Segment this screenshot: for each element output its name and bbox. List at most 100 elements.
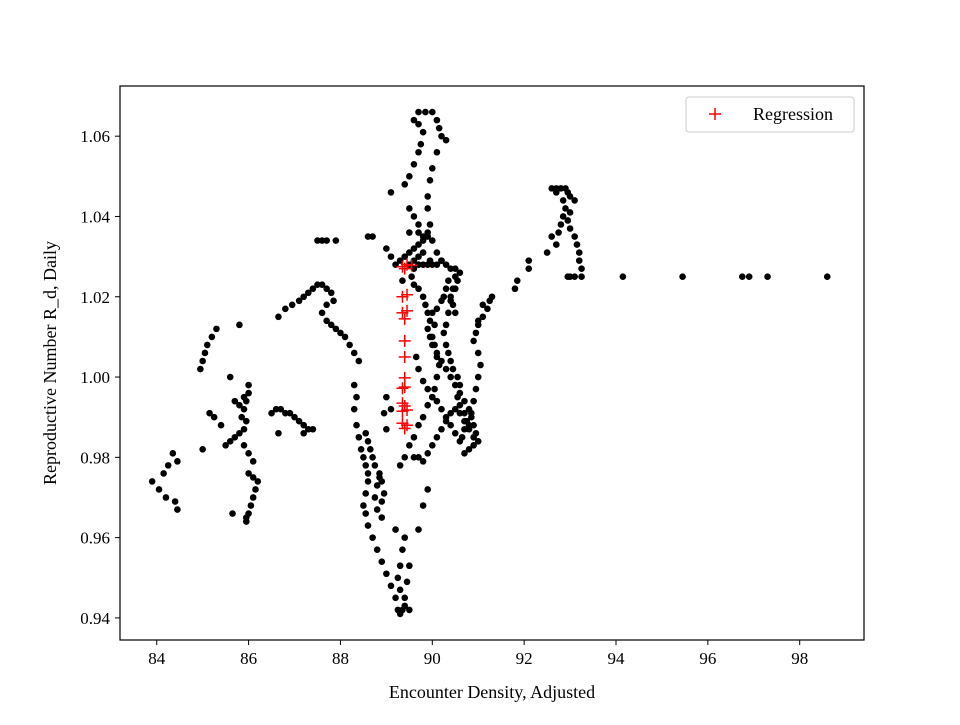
data-point (449, 365, 457, 373)
data-point (401, 253, 409, 260)
data-point (415, 120, 422, 128)
data-point (442, 341, 450, 349)
data-point (376, 474, 383, 481)
y-axis-ticks: 0.94 0.96 0.98 1.00 1.02 1.04 1.06 (80, 127, 120, 628)
data-point (415, 229, 422, 236)
data-point (417, 140, 425, 148)
data-point (470, 397, 477, 405)
data-point (245, 470, 252, 477)
data-point (484, 305, 491, 313)
data-point (362, 490, 370, 497)
data-point (383, 425, 390, 433)
data-point (575, 249, 583, 256)
data-point (197, 365, 204, 373)
data-point (470, 433, 477, 441)
data-point (337, 329, 344, 337)
data-point (350, 349, 358, 357)
data-point (300, 293, 308, 301)
data-point (355, 433, 363, 441)
data-point (199, 357, 206, 365)
data-point (406, 606, 413, 614)
data-point (242, 417, 250, 425)
data-point (295, 417, 303, 425)
data-point (465, 446, 473, 453)
data-point (474, 437, 482, 445)
data-point (415, 148, 422, 156)
data-point (472, 329, 480, 337)
data-point (447, 421, 454, 429)
data-point (557, 221, 565, 228)
data-point (410, 433, 418, 441)
data-point (424, 450, 432, 457)
data-point (548, 185, 556, 192)
x-tick-label: 94 (608, 649, 626, 668)
data-point (378, 514, 386, 521)
data-point (415, 253, 422, 260)
data-point (162, 494, 170, 501)
data-point (406, 173, 413, 180)
data-point (318, 237, 326, 244)
data-point (254, 478, 262, 485)
data-point (401, 594, 409, 602)
y-tick-label: 1.06 (80, 127, 110, 146)
data-point (433, 249, 441, 256)
data-point (330, 297, 337, 305)
data-point (332, 237, 340, 244)
data-point (428, 108, 436, 116)
data-point (447, 293, 454, 301)
data-point (240, 441, 248, 449)
data-point (410, 454, 418, 461)
data-point (369, 534, 376, 541)
data-point (410, 245, 418, 252)
data-point (426, 333, 434, 341)
data-point (472, 385, 480, 393)
data-point (392, 526, 399, 533)
data-point (213, 325, 220, 333)
data-point (408, 273, 415, 280)
data-point (566, 193, 574, 200)
y-tick-label: 0.94 (80, 609, 110, 628)
data-point (412, 353, 420, 361)
data-point (410, 213, 418, 220)
data-point (511, 285, 519, 293)
data-point (479, 313, 487, 321)
data-point (578, 273, 585, 280)
regression-point (398, 312, 411, 325)
data-point (410, 160, 418, 168)
data-point (387, 405, 395, 413)
data-point (392, 594, 399, 602)
y-tick-label: 0.96 (80, 529, 110, 548)
data-point (422, 301, 429, 309)
data-point (373, 506, 381, 513)
data-point (424, 325, 432, 333)
data-point (543, 249, 551, 256)
data-point (396, 462, 404, 469)
data-point (445, 309, 452, 317)
data-point (383, 570, 390, 578)
data-point (447, 409, 454, 417)
data-point (327, 289, 335, 297)
data-point (362, 462, 370, 469)
data-point (295, 297, 303, 305)
data-point (300, 421, 308, 429)
regression-point (398, 422, 411, 435)
data-point (557, 185, 565, 192)
data-point (566, 225, 574, 232)
data-point (461, 450, 468, 457)
data-point (415, 454, 422, 461)
data-point (438, 257, 445, 264)
data-point (525, 257, 533, 264)
data-point (433, 305, 441, 313)
x-tick-label: 98 (791, 649, 808, 668)
x-tick-label: 92 (516, 649, 533, 668)
data-point (428, 393, 436, 401)
data-point (433, 373, 441, 381)
data-marks (148, 108, 831, 618)
data-point (387, 582, 395, 590)
regression-point (396, 417, 409, 430)
data-point (199, 446, 206, 453)
data-point (373, 546, 381, 553)
data-point (401, 181, 409, 188)
data-point (470, 441, 477, 449)
data-point (245, 389, 252, 397)
